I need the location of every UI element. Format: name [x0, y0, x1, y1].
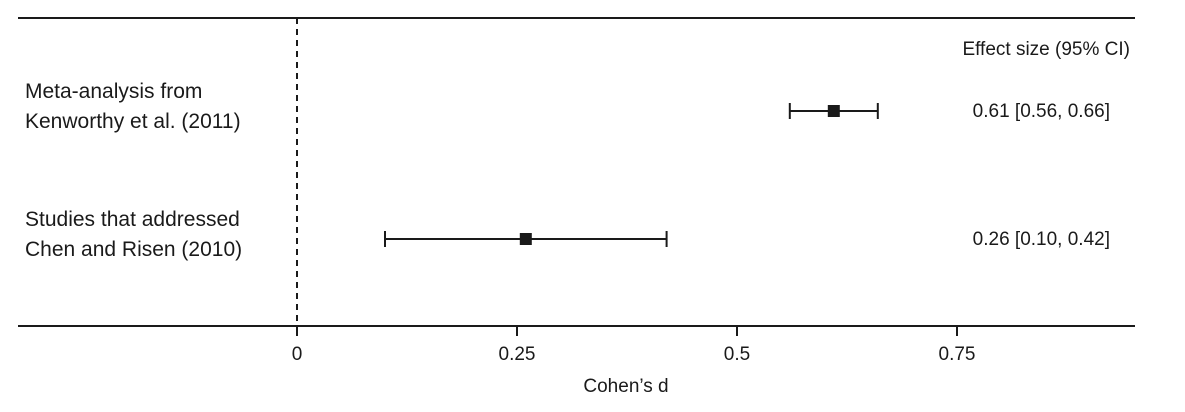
rows: Meta-analysis from Kenworthy et al. (2011… — [25, 80, 1110, 261]
x-tick-label: 0 — [292, 344, 303, 365]
forest-row: Studies that addressed Chen and Risen (20… — [25, 208, 1110, 261]
forest-row: Meta-analysis from Kenworthy et al. (2011… — [25, 80, 1110, 133]
study-label: Meta-analysis from — [25, 80, 202, 103]
effect-size-header: Effect size (95% CI) — [962, 39, 1130, 60]
effect-size-text: 0.61 [0.56, 0.66] — [973, 101, 1110, 122]
study-label: Studies that addressed — [25, 208, 240, 231]
x-tick-label: 0.75 — [939, 344, 976, 365]
x-tick-label: 0.25 — [499, 344, 536, 365]
study-label: Chen and Risen (2010) — [25, 238, 242, 261]
x-axis-ticks: 0 0.25 0.5 0.75 — [292, 326, 976, 365]
effect-size-text: 0.26 [0.10, 0.42] — [973, 229, 1110, 250]
point-estimate — [827, 105, 840, 117]
point-estimate — [519, 233, 532, 245]
study-label: Kenworthy et al. (2011) — [25, 110, 241, 133]
x-tick-label: 0.5 — [724, 344, 750, 365]
x-axis-label: Cohen’s d — [583, 376, 668, 397]
